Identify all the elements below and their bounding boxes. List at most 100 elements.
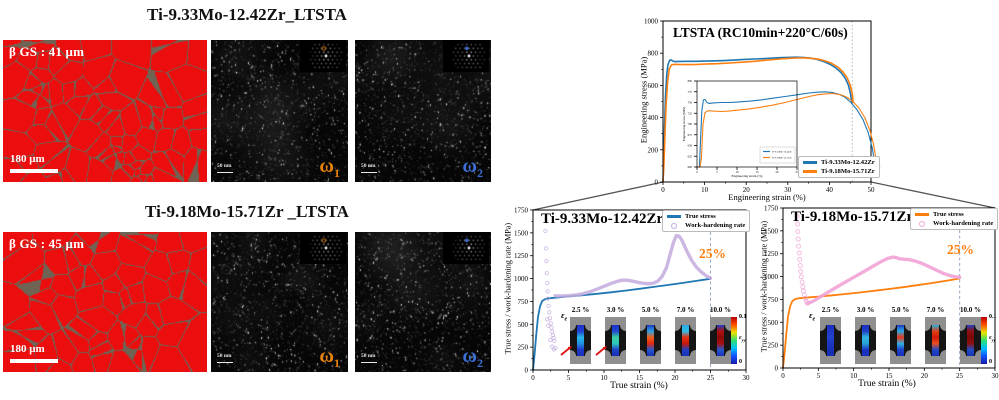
svg-text:1750: 1750 xyxy=(514,207,529,215)
svg-text:1000: 1000 xyxy=(644,18,659,26)
legend-item: True stress xyxy=(667,213,745,220)
svg-text:10: 10 xyxy=(701,186,709,194)
tem-scale-label: 50 nm xyxy=(217,163,232,169)
dic-specimen xyxy=(640,317,661,364)
svg-text:1500: 1500 xyxy=(764,227,779,235)
legend-item: Ti-9.18Mo-15.71Zr xyxy=(803,168,875,175)
svg-text:600: 600 xyxy=(688,165,693,169)
svg-text:1000: 1000 xyxy=(514,275,529,283)
top-chart-xlabel: Engineering strain (%) xyxy=(728,192,806,202)
svg-text:675: 675 xyxy=(688,133,693,137)
axis-ticks: 0 5 10 15 20 25 30 0 250 500 750 1000 1250 1500 1750 xyxy=(514,207,750,382)
dic-gauge-strainmap xyxy=(967,325,974,356)
tem-scale-label: 50 nm xyxy=(217,353,232,359)
strain-colorbar xyxy=(731,317,737,364)
right-chart-legend: True stress Work-hardening rate xyxy=(910,208,999,230)
row2-title: Ti-9.18Mo-15.71Zr _LTSTA xyxy=(145,202,349,221)
svg-text:30: 30 xyxy=(743,374,751,382)
svg-text:250: 250 xyxy=(518,344,529,352)
svg-text:20: 20 xyxy=(776,170,779,174)
ebsd-map-row2: β GS : 45 μm 180 μm xyxy=(3,232,207,372)
svg-text:Engineering stress (MPa): Engineering stress (MPa) xyxy=(682,107,686,141)
tem-image-row1-omega2: 50 nm ω2 xyxy=(355,40,491,182)
svg-text:25: 25 xyxy=(707,374,715,382)
svg-text:1250: 1250 xyxy=(764,250,779,258)
legend-line-marker xyxy=(803,161,817,164)
tem-scale-bar xyxy=(217,171,233,173)
legend-circle-marker xyxy=(919,220,925,227)
tem-scale-label: 50 nm xyxy=(361,163,376,169)
svg-text:5: 5 xyxy=(716,170,718,174)
dic-strain-label: 7.0 % xyxy=(926,306,945,314)
axis-ticks: 0 5 10 15 20 25 600 625 650 675 700 725 750 775 800 xyxy=(688,79,799,174)
svg-text:500: 500 xyxy=(768,319,779,327)
colorbar-label: εyy xyxy=(739,334,746,343)
svg-text:800: 800 xyxy=(648,50,659,58)
dic-strip-right: εe 2.5 % 3.0 % 5.0 % 7.0 % 10.0 % 0.1 0 εyy xyxy=(806,306,999,372)
left-chart-xlabel: True strain (%) xyxy=(610,381,668,391)
legend-item: Work-hardening rate xyxy=(667,222,745,229)
colorbar-min: 0 xyxy=(739,359,742,365)
series-group xyxy=(782,213,962,369)
diffraction-inset xyxy=(443,232,489,264)
svg-text:650: 650 xyxy=(688,144,693,148)
omega2-label: ω2 xyxy=(462,345,483,370)
row1-title: Ti-9.33Mo-12.42Zr_LTSTA xyxy=(147,5,347,24)
svg-text:Engineering strain (%): Engineering strain (%) xyxy=(732,174,763,178)
colorbar-max: 0.1 xyxy=(739,314,747,320)
tem-scale-bar xyxy=(217,361,233,363)
scale-bar-label: 180 μm xyxy=(10,343,45,355)
svg-text:200: 200 xyxy=(648,146,659,154)
svg-text:0: 0 xyxy=(655,179,659,187)
legend-label: Work-hardening rate xyxy=(685,222,746,229)
series-group xyxy=(532,228,713,371)
svg-text:25: 25 xyxy=(796,170,799,174)
dic-specimen xyxy=(675,317,696,364)
right-chart-ylabel: True stress / work-hardening rate (MPa) xyxy=(759,220,769,353)
svg-text:20: 20 xyxy=(672,374,680,382)
dic-gauge-strainmap xyxy=(647,325,654,356)
diffraction-inset xyxy=(300,232,346,264)
svg-text:10: 10 xyxy=(736,170,739,174)
svg-text:Ti-9.33Mo-12.42Zr: Ti-9.33Mo-12.42Zr xyxy=(772,151,792,154)
dic-gauge-strainmap xyxy=(682,325,689,356)
dic-specimen xyxy=(890,317,911,364)
legend-item: Ti-9.33Mo-12.42Zr xyxy=(803,159,875,166)
svg-text:25: 25 xyxy=(956,372,964,380)
svg-text:250: 250 xyxy=(768,342,779,350)
strain-colorbar xyxy=(981,317,987,364)
svg-text:Ti-9.18Mo-15.71Zr: Ti-9.18Mo-15.71Zr xyxy=(772,157,792,160)
svg-text:5: 5 xyxy=(567,374,571,382)
dic-gauge-strainmap xyxy=(932,325,939,356)
tem-image-row2-omega2: 50 nm ω2 xyxy=(355,232,491,372)
inset-chart-wrap: 0 5 10 15 20 25 600 625 650 675 700 725 750 775 800 Eng… xyxy=(678,78,881,181)
svg-text:750: 750 xyxy=(688,101,693,105)
svg-text:750: 750 xyxy=(518,298,529,306)
svg-text:600: 600 xyxy=(648,82,659,90)
dic-gauge-strainmap xyxy=(577,325,584,356)
legend-line-marker xyxy=(667,215,681,218)
svg-text:40: 40 xyxy=(826,186,834,194)
dic-strain-label: 3.0 % xyxy=(606,306,625,314)
svg-text:1750: 1750 xyxy=(764,205,779,213)
omega1-label: ω1 xyxy=(319,345,340,370)
dic-gauge-strainmap xyxy=(717,325,724,356)
svg-text:725: 725 xyxy=(688,111,693,115)
svg-text:30: 30 xyxy=(784,186,792,194)
tem-image-row1-omega1: 50 nm ω1 xyxy=(211,40,348,182)
dic-specimen xyxy=(855,317,876,364)
dic-strain-label: 2.5 % xyxy=(571,306,590,314)
true-stress-chart-right: 0 5 10 15 20 25 30 0 250 500 750 1000 1250 1500 1750 xyxy=(764,205,999,380)
red-arrow xyxy=(595,346,607,356)
legend-circle-marker xyxy=(671,222,677,229)
svg-text:0: 0 xyxy=(531,374,535,382)
svg-text:30: 30 xyxy=(992,372,999,380)
epsilon-e-label: εe xyxy=(809,310,816,323)
inset-chart: 0 5 10 15 20 25 600 625 650 675 700 725 750 775 800 Eng… xyxy=(682,79,881,178)
left-chart-title: Ti-9.33Mo-12.42Zr xyxy=(541,211,664,227)
svg-text:15: 15 xyxy=(886,372,894,380)
legend-label: Ti-9.33Mo-12.42Zr xyxy=(821,159,875,166)
